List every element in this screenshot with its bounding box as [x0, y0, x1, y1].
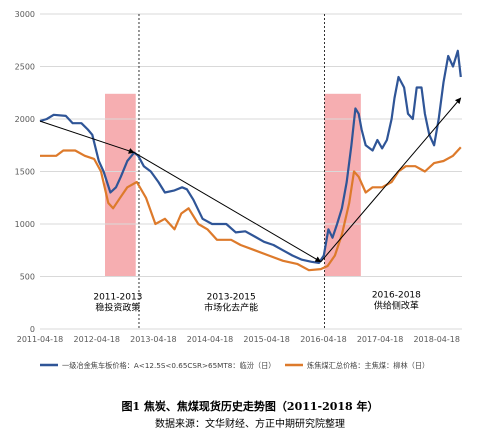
period-annotation-1: 2011-2013 稳投资政策 — [93, 293, 142, 314]
y-tick-label: 2000 — [15, 115, 35, 124]
x-tick-label: 2013-04-18 — [130, 335, 177, 344]
y-tick-label: 500 — [20, 273, 35, 282]
series-line-1 — [39, 49, 462, 264]
x-tick-label: 2014-04-18 — [187, 335, 234, 344]
period-annotation-3: 2016-2018 供给侧改革 — [372, 291, 421, 312]
period-annotation-line: 供给侧改革 — [374, 300, 419, 312]
x-tick-label: 2017-04-18 — [357, 335, 404, 344]
line-chart: 0 500 1000 1500 2000 2500 3000 2011-04-18 2012-0… — [15, 10, 462, 370]
period-annotation-line: 2011-2013 — [93, 293, 142, 303]
y-tick-label: 1500 — [15, 168, 35, 177]
legend-label-2: 炼焦煤汇总价格：主焦煤：柳林（日） — [307, 361, 429, 370]
period-annotation-line: 市场化去产能 — [204, 302, 258, 314]
trend-arrow-1 — [39, 120, 135, 154]
trend-arrow-3 — [320, 97, 462, 263]
x-tick-label: 2015-04-18 — [243, 335, 290, 344]
x-tick-label: 2016-04-18 — [300, 335, 347, 344]
legend-label-1: 一级冶金焦车板价格：A<12.5S<0.65CSR>65MT8：临汾（日） — [62, 361, 275, 370]
highlight-band-2 — [324, 93, 361, 277]
trend-arrow-2 — [133, 152, 322, 263]
figure-caption-title: 图1 焦炭、焦煤现货历史走势图（2011-2018 年） — [121, 400, 379, 413]
y-tick-label: 0 — [30, 325, 35, 334]
period-annotation-line: 稳投资政策 — [95, 302, 140, 314]
period-annotation-line: 2013-2015 — [207, 293, 256, 303]
period-annotation-line: 2016-2018 — [372, 291, 421, 301]
y-tick-label: 3000 — [15, 10, 35, 19]
x-tick-label: 2012-04-18 — [74, 335, 121, 344]
series-line-2 — [40, 146, 462, 272]
x-tick-label: 2018-04-18 — [413, 335, 460, 344]
y-tick-label: 2500 — [15, 63, 35, 72]
figure-caption-source: 数据来源：文华财经、方正中期研究院整理 — [155, 419, 345, 430]
y-tick-label: 1000 — [15, 220, 35, 229]
x-tick-label: 2011-04-18 — [17, 335, 64, 344]
period-annotation-2: 2013-2015 市场化去产能 — [204, 293, 258, 314]
